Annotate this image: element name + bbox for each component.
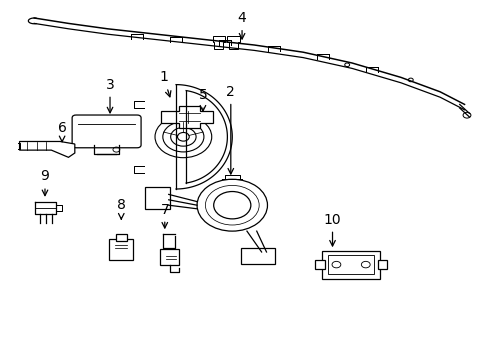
FancyBboxPatch shape (314, 260, 324, 269)
FancyBboxPatch shape (72, 115, 141, 148)
Text: 6: 6 (58, 121, 66, 141)
FancyBboxPatch shape (145, 187, 170, 209)
Text: 4: 4 (237, 11, 246, 39)
FancyBboxPatch shape (160, 249, 179, 265)
FancyBboxPatch shape (241, 248, 274, 264)
Text: 3: 3 (105, 78, 114, 113)
FancyBboxPatch shape (377, 260, 386, 269)
Text: 2: 2 (226, 85, 235, 174)
Polygon shape (227, 36, 239, 49)
Text: 10: 10 (323, 213, 341, 246)
Text: 8: 8 (117, 198, 125, 219)
Text: 1: 1 (159, 71, 170, 97)
Polygon shape (212, 36, 224, 49)
FancyBboxPatch shape (109, 239, 133, 260)
FancyBboxPatch shape (327, 255, 373, 274)
Text: 7: 7 (160, 203, 169, 228)
FancyBboxPatch shape (322, 251, 379, 279)
Text: 9: 9 (41, 170, 49, 195)
Polygon shape (161, 106, 212, 128)
Polygon shape (20, 141, 75, 157)
FancyBboxPatch shape (116, 234, 126, 241)
Text: 5: 5 (198, 89, 207, 111)
